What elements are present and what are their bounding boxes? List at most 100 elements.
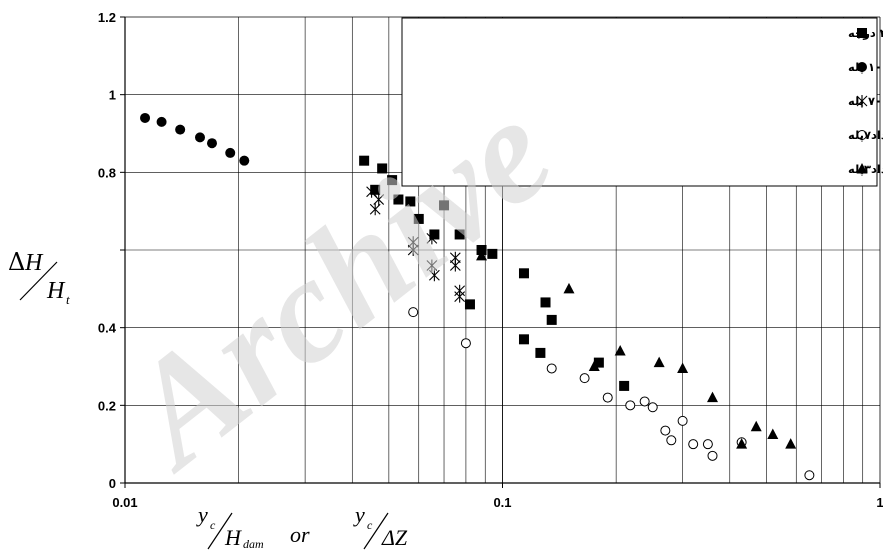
y-label-delta: Δ	[8, 248, 25, 276]
legend-marker-1	[857, 28, 867, 38]
y-tick-label: 0.2	[98, 398, 116, 413]
data-point	[454, 290, 466, 303]
data-point	[593, 357, 604, 368]
data-point	[736, 438, 748, 449]
data-point	[588, 360, 600, 371]
legend-label-5: مشاهدات آزمایشگاهی تحقیق حاضر زاویه مجرا…	[848, 162, 883, 177]
data-point	[546, 363, 557, 374]
data-point	[156, 116, 167, 127]
data-point	[428, 269, 440, 282]
data-point	[579, 373, 590, 384]
data-point	[540, 297, 551, 308]
x-label-num1-sub: c	[210, 518, 216, 532]
x-tick-labels: 0.01 0.1 1	[112, 495, 883, 510]
data-point	[653, 356, 665, 368]
data-point	[750, 420, 762, 432]
y-tick-label: 1.2	[98, 10, 116, 25]
watermark: Archive	[92, 68, 581, 501]
legend-label-4: مشاهدات آزمایشگاهی تحقیق حاضر زاویه مجرا…	[848, 128, 883, 143]
data-point	[707, 450, 718, 461]
data-point	[688, 439, 699, 450]
data-point	[677, 415, 688, 426]
data-point	[614, 344, 626, 356]
x-axis-label: y c H dam or y c ΔZ	[196, 502, 408, 550]
data-point	[370, 184, 381, 195]
data-point	[454, 229, 465, 240]
legend-marker-2	[857, 62, 867, 72]
x-label-num2-sub: c	[367, 518, 373, 532]
data-point	[666, 435, 677, 446]
data-point	[625, 400, 636, 411]
x-label-den1-sub: dam	[243, 537, 264, 550]
data-point	[602, 392, 613, 403]
x-tick-label: 0.1	[493, 495, 511, 510]
data-point	[369, 203, 381, 216]
legend: مشاهدات آزمایشگاهی بوئس و هگر(۲۰۰۳) زاوی…	[401, 17, 883, 187]
y-tick-label: 0.4	[98, 321, 117, 336]
data-point	[140, 112, 151, 123]
y-tick-label: 0.8	[98, 165, 116, 180]
data-point	[175, 124, 186, 135]
y-label-top-var: H	[24, 250, 44, 276]
legend-box	[401, 17, 878, 187]
series-2	[140, 112, 250, 166]
legend-label-3: مشاهدات آزمایشگاهی توزی(۱۹۹۲) زاویه مجرا…	[848, 94, 883, 109]
data-points	[140, 112, 815, 481]
data-point	[767, 428, 779, 439]
data-point	[377, 163, 388, 174]
x-tick-label: 1	[876, 495, 883, 510]
legend-label-2: مشاهدات آزمایشگاهی هورنر(۱۹۷۸) زاویه مجر…	[848, 60, 883, 75]
data-point	[563, 282, 575, 294]
data-point	[619, 380, 630, 391]
y-axis-label: Δ H H t	[8, 248, 70, 307]
data-point	[387, 175, 398, 186]
y-tick-label: 0	[109, 476, 116, 491]
data-point	[460, 338, 471, 349]
data-point	[804, 470, 815, 481]
data-point	[546, 314, 557, 325]
legend-marker-4	[857, 130, 867, 140]
x-label-slash1	[207, 512, 233, 550]
data-point	[194, 132, 205, 143]
data-point	[206, 138, 217, 149]
data-point	[785, 438, 797, 449]
x-label-slash2	[363, 512, 389, 550]
data-point	[225, 147, 236, 158]
data-point	[239, 155, 250, 166]
data-point	[518, 268, 529, 279]
y-label-slash	[19, 261, 58, 301]
axes	[120, 16, 881, 488]
series-5	[476, 249, 797, 449]
data-point	[476, 249, 488, 261]
data-point	[707, 391, 719, 403]
x-label-or: or	[290, 522, 310, 547]
y-tick-label: 1	[109, 88, 116, 103]
legend-marker-5	[856, 163, 868, 174]
data-point	[393, 194, 404, 205]
data-point	[535, 347, 546, 358]
legend-marker-3	[856, 95, 868, 107]
x-label-den2: ΔZ	[381, 525, 408, 550]
data-point	[487, 248, 498, 259]
data-point	[639, 396, 650, 407]
data-point	[464, 299, 475, 310]
y-label-bottom-var: H	[46, 278, 66, 304]
x-label-den1: H	[224, 525, 242, 550]
data-point	[426, 259, 438, 272]
x-label-num2: y	[353, 502, 365, 527]
data-point	[359, 155, 370, 166]
series-1	[359, 155, 630, 391]
data-point	[647, 402, 658, 413]
y-label-bottom-sub: t	[66, 292, 70, 307]
data-point	[660, 425, 671, 436]
data-point	[677, 362, 689, 373]
y-tick-labels: 0 0.2 0.4 0.8 1 1.2	[98, 10, 117, 491]
legend-label-1: مشاهدات آزمایشگاهی بوئس و هگر(۲۰۰۳) زاوی…	[848, 26, 883, 41]
data-point	[449, 259, 461, 272]
data-point	[413, 213, 424, 224]
data-point	[429, 229, 440, 240]
data-point	[439, 200, 450, 211]
series-3	[366, 185, 466, 303]
series-4	[408, 307, 815, 481]
